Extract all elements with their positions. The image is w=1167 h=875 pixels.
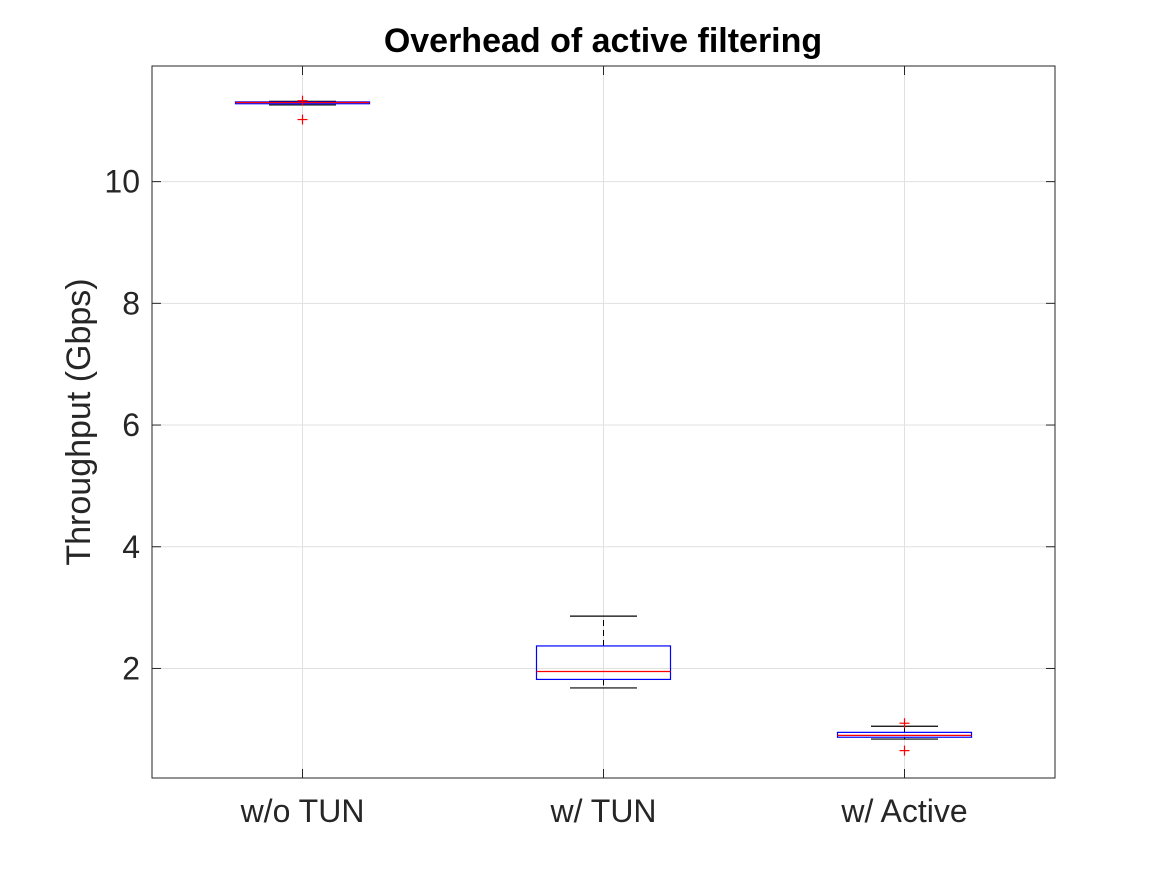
- box-group: [836, 718, 973, 756]
- box-group: [535, 615, 672, 689]
- outlier-marker: [899, 718, 910, 729]
- y-tick-label: 4: [122, 529, 140, 565]
- y-tick-label: 8: [122, 285, 140, 321]
- grid-lines: [152, 66, 1055, 778]
- box-iqr: [535, 645, 672, 681]
- x-tick-label: w/o TUN: [240, 793, 365, 829]
- box-group: [234, 95, 371, 125]
- box-series: [234, 95, 973, 756]
- chart-title: Overhead of active filtering: [384, 22, 822, 60]
- outlier-marker: [899, 745, 910, 756]
- x-tick-label: w/ TUN: [549, 793, 656, 829]
- x-tick-label: w/ Active: [840, 793, 967, 829]
- y-axis-label: Throughput (Gbps): [60, 278, 98, 565]
- y-tick-label: 2: [122, 650, 140, 686]
- outlier-marker: [297, 95, 308, 106]
- y-tick-label: 10: [104, 164, 140, 200]
- outlier-marker: [297, 114, 308, 125]
- y-tick-label: 6: [122, 407, 140, 443]
- axis-ticks: 2 4 6 8 10 w/o TUN w/ TUN w/ Active: [104, 66, 1055, 829]
- box-iqr: [836, 731, 973, 738]
